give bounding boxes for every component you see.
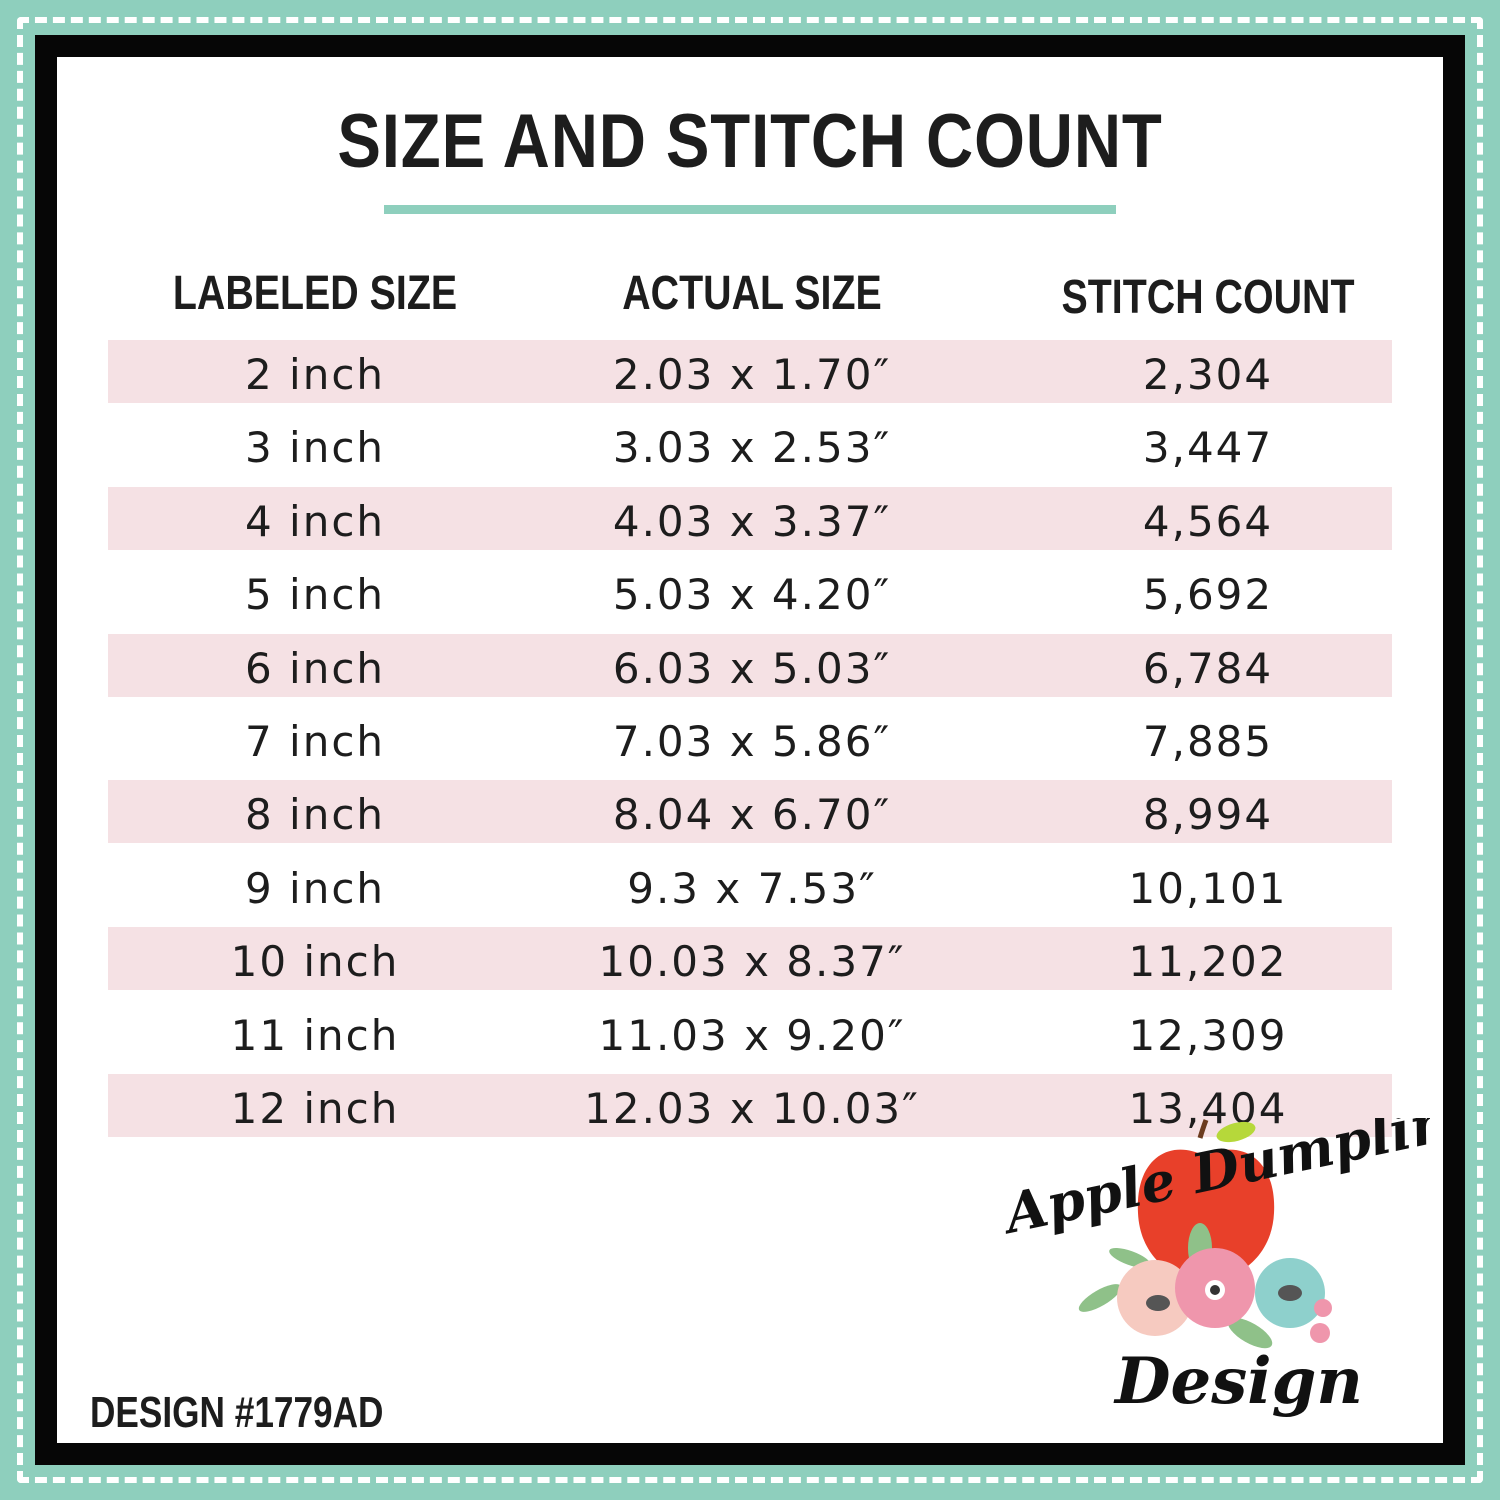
dashed-stitch-border xyxy=(17,17,1483,1483)
actual-size-cell: 2.03 x 1.70″ xyxy=(612,350,892,399)
labeled-size-cell: 9 inch xyxy=(244,863,386,913)
stitch-count-cell: 3,447 xyxy=(1142,423,1274,473)
table-row: 9 inch 9.3 x 7.53″ 10,101 xyxy=(108,854,1392,917)
actual-size-cell: 8.04 x 6.70″ xyxy=(612,790,892,840)
labeled-size-cell: 7 inch xyxy=(244,717,386,766)
table-row: 2 inch 2.03 x 1.70″ 2,304 xyxy=(108,340,1392,403)
table-row: 8 inch 8.04 x 6.70″ 8,994 xyxy=(108,780,1392,844)
labeled-size-cell: 8 inch xyxy=(244,790,386,840)
actual-size-cell: 6.03 x 5.03″ xyxy=(612,643,892,693)
actual-size-cell: 11.03 x 9.20″ xyxy=(598,1010,906,1060)
labeled-size-cell: 2 inch xyxy=(244,350,386,399)
labeled-size-cell: 4 inch xyxy=(244,496,386,546)
table-row: 3 inch 3.03 x 2.53″ 3,447 xyxy=(108,413,1392,476)
labeled-size-cell: 3 inch xyxy=(244,423,386,473)
labeled-size-cell: 6 inch xyxy=(244,643,386,693)
labeled-size-cell: 5 inch xyxy=(244,570,386,620)
header-labeled-size: LABELED SIZE xyxy=(172,267,458,320)
actual-size-cell: 5.03 x 4.20″ xyxy=(612,570,892,620)
logo-line2: Design xyxy=(1113,1344,1363,1419)
stitch-count-cell: 5,692 xyxy=(1142,570,1274,620)
actual-size-cell: 7.03 x 5.86″ xyxy=(612,717,892,766)
stitch-count-cell: 7,885 xyxy=(1142,717,1274,766)
title-underline xyxy=(384,205,1116,214)
table-row: 11 inch 11.03 x 9.20″ 12,309 xyxy=(108,1001,1392,1064)
table-row: 7 inch 7.03 x 5.86″ 7,885 xyxy=(108,707,1392,770)
actual-size-cell: 10.03 x 8.37″ xyxy=(598,937,906,987)
labeled-size-cell: 12 inch xyxy=(230,1084,400,1133)
stitch-count-cell: 10,101 xyxy=(1128,863,1288,913)
labeled-size-cell: 11 inch xyxy=(230,1010,400,1060)
actual-size-cell: 9.3 x 7.53″ xyxy=(627,863,877,913)
apple-dumplin-logo: Apple Dumplin Design xyxy=(1000,1118,1430,1419)
actual-size-cell: 4.03 x 3.37″ xyxy=(612,496,892,546)
stitch-count-cell: 13,404 xyxy=(1128,1084,1288,1133)
header-stitch-count: STITCH COUNT xyxy=(1061,271,1355,324)
stitch-count-cell: 6,784 xyxy=(1142,643,1274,693)
table-row: 4 inch 4.03 x 3.37″ 4,564 xyxy=(108,486,1392,550)
stitch-count-cell: 2,304 xyxy=(1142,350,1274,399)
labeled-size-cell: 10 inch xyxy=(230,937,400,987)
stitch-count-cell: 8,994 xyxy=(1142,790,1274,840)
design-number: DESIGN #1779AD xyxy=(90,1388,384,1437)
table-row: 10 inch 10.03 x 8.37″ 11,202 xyxy=(108,927,1392,991)
actual-size-cell: 12.03 x 10.03″ xyxy=(584,1084,920,1133)
actual-size-cell: 3.03 x 2.53″ xyxy=(612,423,892,473)
table-row: 6 inch 6.03 x 5.03″ 6,784 xyxy=(108,633,1392,697)
header-actual-size: ACTUAL SIZE xyxy=(622,267,882,320)
table-row: 12 inch 12.03 x 10.03″ 13,404 xyxy=(108,1074,1392,1137)
page-title: SIZE AND STITCH COUNT xyxy=(337,99,1163,184)
table-row: 5 inch 5.03 x 4.20″ 5,692 xyxy=(108,560,1392,623)
stitch-count-cell: 11,202 xyxy=(1128,937,1288,987)
stitch-count-cell: 12,309 xyxy=(1128,1010,1288,1060)
stitch-count-cell: 4,564 xyxy=(1142,496,1274,546)
